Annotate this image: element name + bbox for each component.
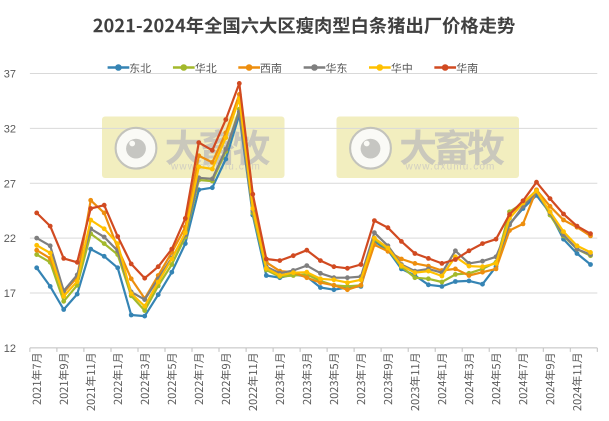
svg-text:12: 12	[4, 343, 16, 355]
svg-text:www.dxumu.com: www.dxumu.com	[405, 161, 496, 172]
svg-text:27: 27	[4, 178, 16, 190]
svg-text:www.dxumu.com: www.dxumu.com	[170, 161, 261, 172]
svg-text:17: 17	[4, 288, 16, 300]
svg-text:22: 22	[4, 233, 16, 245]
svg-text:37: 37	[4, 69, 16, 81]
svg-text:32: 32	[4, 123, 16, 135]
